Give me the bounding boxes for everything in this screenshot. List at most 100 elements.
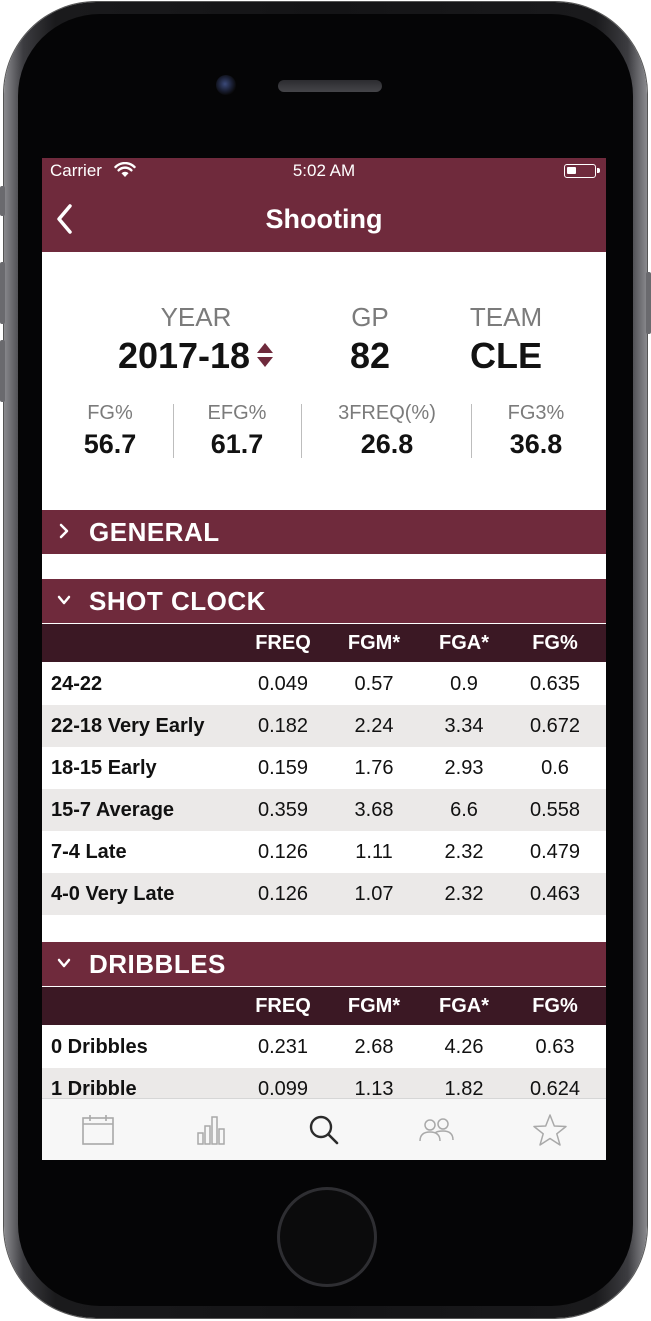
cell-fg-pct: 0.558 — [529, 799, 581, 821]
stat-label: FG3% — [507, 402, 565, 424]
year-block[interactable]: YEAR 2017-18 — [96, 302, 296, 377]
table-row[interactable]: 18-15 Early 0.159 1.76 2.93 0.6 — [42, 747, 606, 789]
bar-chart-icon — [197, 1116, 225, 1145]
column-header-fg-pct: FG% — [532, 995, 578, 1017]
power-button — [646, 272, 651, 334]
carrier-label: Carrier — [50, 161, 102, 180]
team-label: TEAM — [469, 302, 543, 332]
cell-fg-pct: 0.672 — [529, 715, 581, 737]
cell-fgm: 3.68 — [354, 799, 394, 821]
chevron-down-icon — [57, 958, 71, 968]
cell-fga: 2.32 — [444, 883, 484, 905]
stat-3freq: 3FREQ(%) 26.8 — [320, 402, 454, 460]
page-title: Shooting — [265, 204, 383, 234]
table-row[interactable]: 7-4 Late 0.126 1.11 2.32 0.479 — [42, 831, 606, 873]
section-general-header[interactable]: GENERAL — [42, 510, 606, 554]
cell-fgm: 1.13 — [354, 1078, 394, 1100]
gp-value: 82 — [349, 335, 391, 376]
cell-freq: 0.231 — [257, 1036, 309, 1058]
team-block: TEAM CLE — [446, 302, 566, 377]
back-chevron-icon[interactable] — [52, 201, 76, 237]
cell-fgm: 2.24 — [354, 715, 394, 737]
tab-search[interactable] — [268, 1099, 380, 1160]
stat-value: 56.7 — [83, 429, 137, 459]
chevron-down-icon — [57, 595, 71, 605]
dribbles-column-header: FREQ FGM* FGA* FG% — [42, 987, 606, 1025]
status-time: 5:02 AM — [292, 161, 356, 180]
cell-fg-pct: 0.63 — [535, 1036, 575, 1058]
row-label: 1 Dribble — [51, 1078, 137, 1100]
cell-fga: 4.26 — [444, 1036, 484, 1058]
tab-favorites[interactable] — [494, 1099, 606, 1160]
stat-value: 61.7 — [210, 429, 264, 459]
cell-fgm: 0.57 — [354, 673, 394, 695]
row-label: 22-18 Very Early — [51, 715, 205, 737]
tab-calendar[interactable] — [42, 1099, 154, 1160]
gp-label: GP — [351, 302, 389, 332]
table-row[interactable]: 0 Dribbles 0.231 2.68 4.26 0.63 — [42, 1026, 606, 1068]
star-icon — [533, 1114, 567, 1146]
players-icon — [419, 1118, 454, 1142]
season-summary: YEAR 2017-18 GP 82 TEAM CLE FG% 56.7 EFG… — [42, 252, 606, 508]
calendar-icon — [82, 1115, 114, 1145]
cell-fga: 6.6 — [450, 799, 478, 821]
column-header-fga: FGA* — [439, 632, 489, 654]
cell-fga: 2.32 — [444, 841, 484, 863]
cell-freq: 0.182 — [257, 715, 309, 737]
table-row[interactable]: 15-7 Average 0.359 3.68 6.6 0.558 — [42, 789, 606, 831]
shot-clock-column-header: FREQ FGM* FGA* FG% — [42, 624, 606, 662]
column-header-fga: FGA* — [439, 995, 489, 1017]
cell-freq: 0.126 — [257, 883, 309, 905]
battery-icon — [564, 164, 600, 178]
row-label: 4-0 Very Late — [51, 883, 175, 905]
row-label: 24-22 — [51, 673, 103, 695]
column-header-freq: FREQ — [255, 995, 311, 1017]
tab-players[interactable] — [381, 1099, 493, 1160]
cell-fg-pct: 0.6 — [541, 757, 569, 779]
app-screen: Carrier 5:02 AM Shooting YEAR 2017-18 GP — [42, 158, 606, 1160]
stat-fg-pct: FG% 56.7 — [60, 402, 160, 460]
table-row[interactable]: 24-22 0.049 0.57 0.9 0.635 — [42, 663, 606, 705]
cell-fga: 2.93 — [444, 757, 484, 779]
stat-label: EFG% — [207, 402, 267, 424]
stat-value: 36.8 — [509, 429, 563, 459]
column-header-fgm: FGM* — [347, 995, 401, 1017]
column-header-freq: FREQ — [255, 632, 311, 654]
cell-freq: 0.049 — [257, 673, 309, 695]
cell-fga: 3.34 — [444, 715, 484, 737]
section-shot-clock-header[interactable]: SHOT CLOCK — [42, 579, 606, 623]
stat-label: 3FREQ(%) — [338, 402, 436, 424]
cell-fgm: 1.11 — [355, 841, 393, 863]
section-title: GENERAL — [89, 517, 220, 547]
table-row[interactable]: 4-0 Very Late 0.126 1.07 2.32 0.463 — [42, 873, 606, 915]
row-label: 15-7 Average — [51, 799, 175, 821]
home-button[interactable] — [277, 1187, 377, 1287]
chevron-right-icon — [59, 523, 69, 539]
cell-freq: 0.099 — [257, 1078, 309, 1100]
section-dribbles-header[interactable]: DRIBBLES — [42, 942, 606, 986]
section-title: DRIBBLES — [89, 949, 226, 979]
stat-value: 26.8 — [360, 429, 414, 459]
cell-fgm: 1.76 — [354, 757, 394, 779]
column-header-fg-pct: FG% — [532, 632, 578, 654]
column-header-fgm: FGM* — [347, 632, 401, 654]
tab-bar — [42, 1098, 606, 1160]
earpiece-speaker — [278, 80, 382, 92]
row-label: 7-4 Late — [51, 841, 127, 863]
stat-divider — [301, 404, 302, 458]
stat-efg-pct: EFG% 61.7 — [187, 402, 287, 460]
tab-stats[interactable] — [155, 1099, 267, 1160]
team-value: CLE — [470, 335, 542, 376]
row-label: 0 Dribbles — [51, 1036, 148, 1058]
stat-divider — [173, 404, 174, 458]
nav-bar: Shooting — [42, 186, 606, 252]
cell-fga: 0.9 — [450, 673, 478, 695]
sort-arrows-icon[interactable] — [256, 342, 274, 368]
cell-fg-pct: 0.479 — [529, 841, 581, 863]
gp-block: GP 82 — [320, 302, 420, 377]
volume-up-button — [0, 262, 5, 324]
volume-down-button — [0, 340, 5, 402]
cell-freq: 0.159 — [257, 757, 309, 779]
table-row[interactable]: 22-18 Very Early 0.182 2.24 3.34 0.672 — [42, 705, 606, 747]
cell-fg-pct: 0.463 — [529, 883, 581, 905]
